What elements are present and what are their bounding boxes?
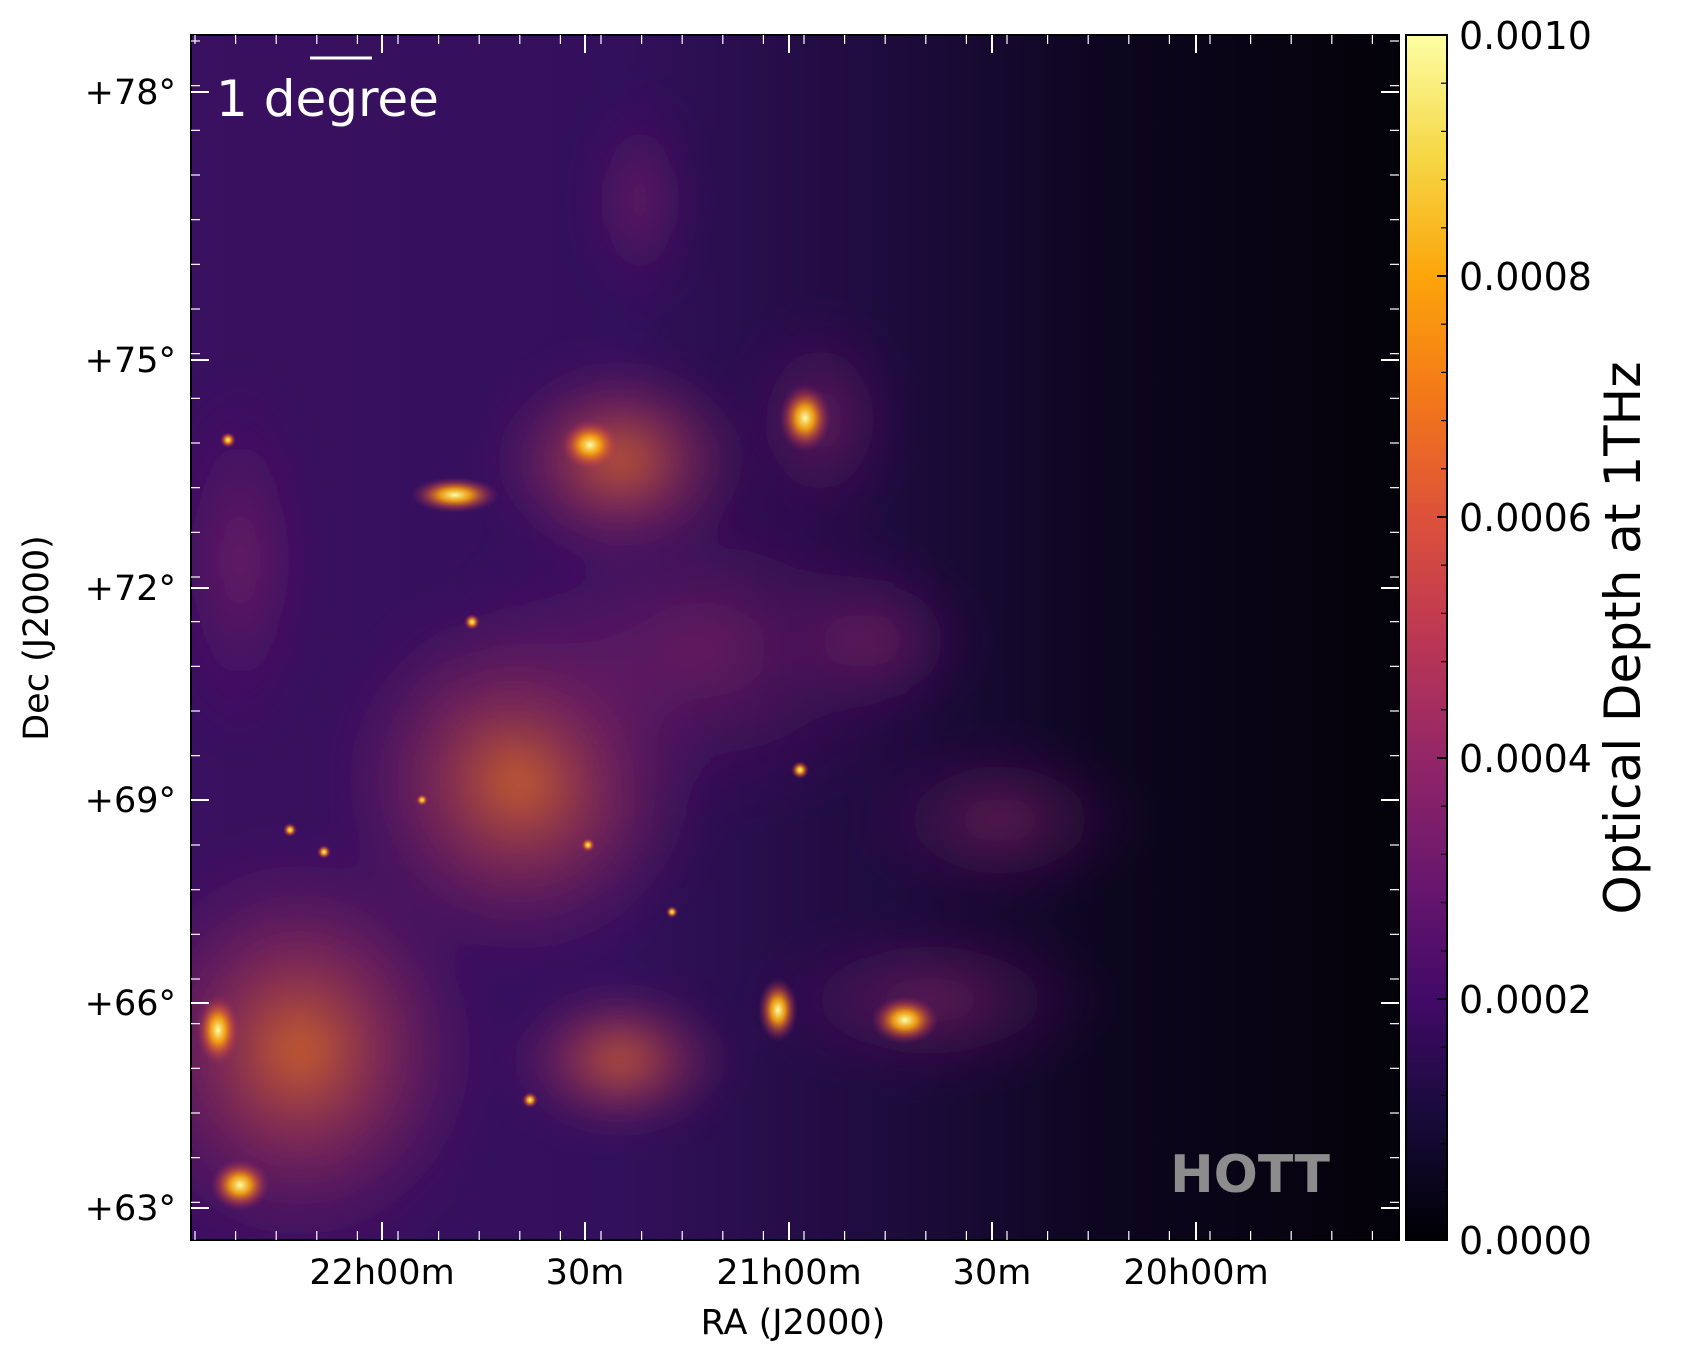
watermark: HOTT	[1170, 1145, 1330, 1205]
colorbar	[1405, 34, 1448, 1241]
minor-ticks	[191, 35, 1399, 1240]
y-tick-label: +72°	[85, 569, 176, 609]
colorbar-tick-label: 0.0006	[1459, 496, 1592, 540]
y-axis-label: Dec (J2000)	[17, 535, 57, 741]
colorbar-tick-label: 0.0004	[1459, 737, 1592, 781]
plot-frame	[190, 34, 1400, 1241]
y-tick-labels: +78° +75° +72° +69° +66° +63°	[85, 73, 176, 1229]
x-tick-label: 20h00m	[1123, 1253, 1268, 1293]
y-tick-label: +63°	[85, 1189, 176, 1229]
x-major-ticks	[381, 35, 1197, 1240]
y-tick-label: +75°	[85, 341, 176, 381]
colorbar-label: Optical Depth at 1THz	[1594, 361, 1652, 914]
colorbar-tick-label: 0.0002	[1459, 978, 1592, 1022]
y-tick-label: +66°	[85, 984, 176, 1024]
colorbar-ticks: 0.0000 0.0002 0.0004 0.0006 0.0008 0.0010	[1437, 14, 1592, 1263]
y-major-ticks	[191, 91, 1399, 1209]
colorbar-tick-label: 0.0000	[1459, 1219, 1592, 1263]
colorbar-tick-label: 0.0010	[1459, 14, 1592, 58]
x-tick-label: 21h00m	[716, 1253, 861, 1293]
y-tick-label: +78°	[85, 73, 176, 113]
y-tick-label: +69°	[85, 781, 176, 821]
x-tick-label: 30m	[546, 1253, 625, 1293]
x-tick-labels: 22h00m 30m 21h00m 30m 20h00m	[309, 1253, 1268, 1293]
bright-sources	[196, 384, 939, 1211]
x-axis-label: RA (J2000)	[701, 1303, 886, 1343]
x-tick-label: 22h00m	[309, 1253, 454, 1293]
colorbar-tick-label: 0.0008	[1459, 255, 1592, 299]
x-tick-label: 30m	[953, 1253, 1032, 1293]
scale-bar-label: 1 degree	[216, 70, 439, 128]
heatmap-image	[191, 35, 1399, 1240]
